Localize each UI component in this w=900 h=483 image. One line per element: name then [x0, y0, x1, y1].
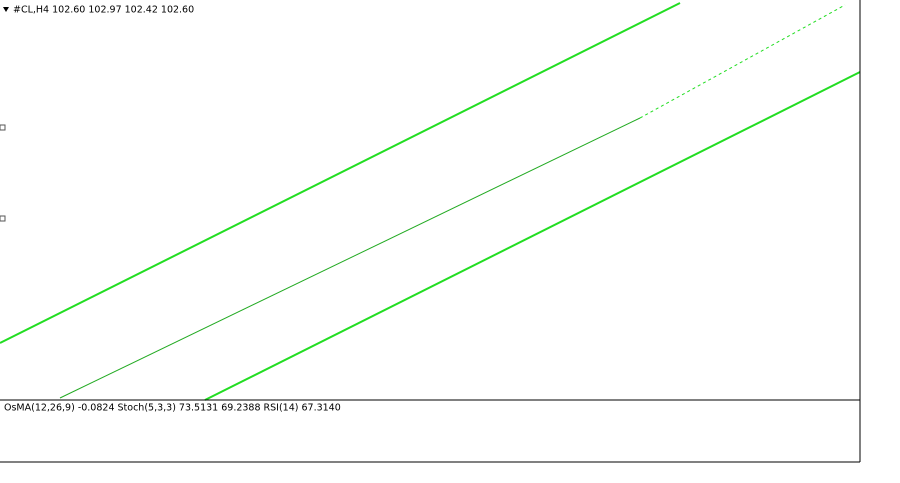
channel-midline	[59, 117, 641, 399]
menu-arrow[interactable]	[3, 7, 9, 12]
level-marker	[0, 215, 6, 222]
level-marker	[0, 124, 6, 131]
indicator-title: OsMA(12,26,9) -0.0824 Stoch(5,3,3) 73.51…	[4, 403, 341, 414]
channel-line	[0, 2, 681, 344]
chart-title: #CL,H4 102.60 102.97 102.42 102.60	[13, 5, 194, 16]
channel-line	[204, 71, 861, 401]
